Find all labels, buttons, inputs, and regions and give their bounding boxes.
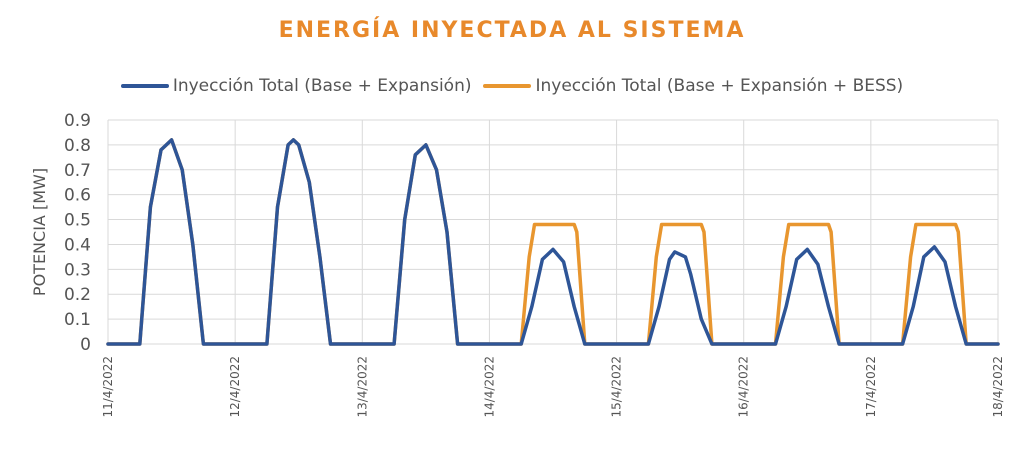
y-tick-label: 0.1 — [64, 310, 91, 330]
legend-label-base: Inyección Total (Base + Expansión) — [172, 76, 472, 96]
x-tick-label: 14/4/2022 — [482, 356, 496, 418]
y-tick-label: 0.3 — [64, 260, 91, 280]
y-tick-label: 0.2 — [64, 285, 91, 305]
chart-series — [106, 138, 1000, 346]
x-tick-label: 13/4/2022 — [355, 356, 369, 418]
y-axis-ticks: 0 0.1 0.2 0.3 0.4 0.5 0.6 0.7 0.8 0.9 — [64, 111, 91, 355]
y-tick-label: 0.9 — [64, 111, 91, 131]
legend-swatch-bess — [483, 84, 532, 88]
y-tick-label: 0 — [80, 335, 91, 355]
x-tick-label: 15/4/2022 — [610, 356, 624, 418]
y-axis-label: POTENCIA [MW] — [30, 168, 49, 296]
x-tick-label: 17/4/2022 — [864, 356, 878, 418]
legend-label-bess: Inyección Total (Base + Expansión + BESS… — [535, 76, 904, 96]
y-tick-label: 0.8 — [64, 136, 91, 156]
x-tick-label: 11/4/2022 — [101, 356, 115, 418]
x-axis-ticks: 11/4/2022 12/4/2022 13/4/2022 14/4/2022 15/4… — [101, 356, 1005, 418]
y-tick-label: 0.5 — [64, 211, 91, 231]
legend-swatch-base — [120, 84, 169, 88]
chart-legend: Inyección Total (Base + Expansión) Inyec… — [0, 73, 1024, 99]
legend-item-base: Inyección Total (Base + Expansión) — [120, 76, 472, 96]
chart-grid — [107, 119, 999, 345]
chart-title: ENERGÍA INYECTADA AL SISTEMA — [278, 18, 746, 43]
series-line-bess — [106, 138, 1000, 346]
series-line-base — [106, 138, 1000, 346]
legend-item-bess: Inyección Total (Base + Expansión + BESS… — [483, 76, 903, 96]
x-tick-label: 18/4/2022 — [991, 356, 1005, 418]
y-tick-label: 0.6 — [64, 186, 91, 206]
y-tick-label: 0.7 — [64, 161, 91, 181]
x-tick-label: 16/4/2022 — [737, 356, 751, 418]
y-tick-label: 0.4 — [64, 235, 91, 255]
x-tick-label: 12/4/2022 — [228, 356, 242, 418]
